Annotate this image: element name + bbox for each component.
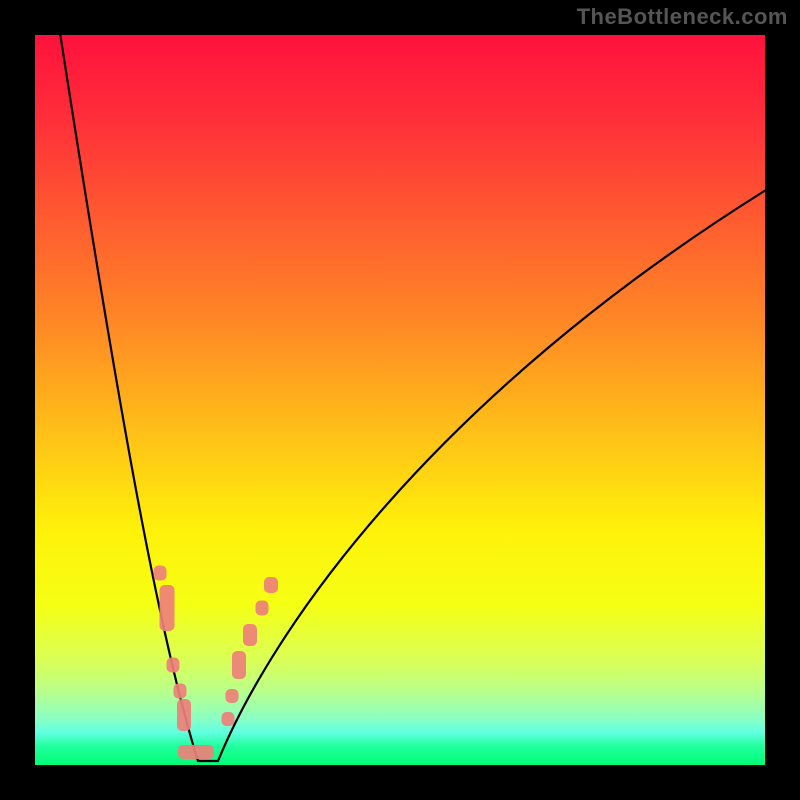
data-marker (154, 566, 167, 581)
data-marker (178, 745, 214, 759)
watermark-label: TheBottleneck.com (577, 4, 788, 30)
data-marker (243, 624, 257, 646)
data-marker (232, 651, 246, 679)
data-marker (177, 699, 191, 731)
gradient-background (35, 35, 765, 765)
bottleneck-chart (0, 0, 800, 800)
data-marker (222, 712, 235, 726)
data-marker (167, 658, 180, 673)
data-marker (264, 577, 278, 593)
data-marker (256, 601, 269, 616)
data-marker (160, 585, 175, 631)
data-marker (174, 684, 187, 699)
chart-stage: TheBottleneck.com (0, 0, 800, 800)
data-marker (226, 689, 239, 703)
